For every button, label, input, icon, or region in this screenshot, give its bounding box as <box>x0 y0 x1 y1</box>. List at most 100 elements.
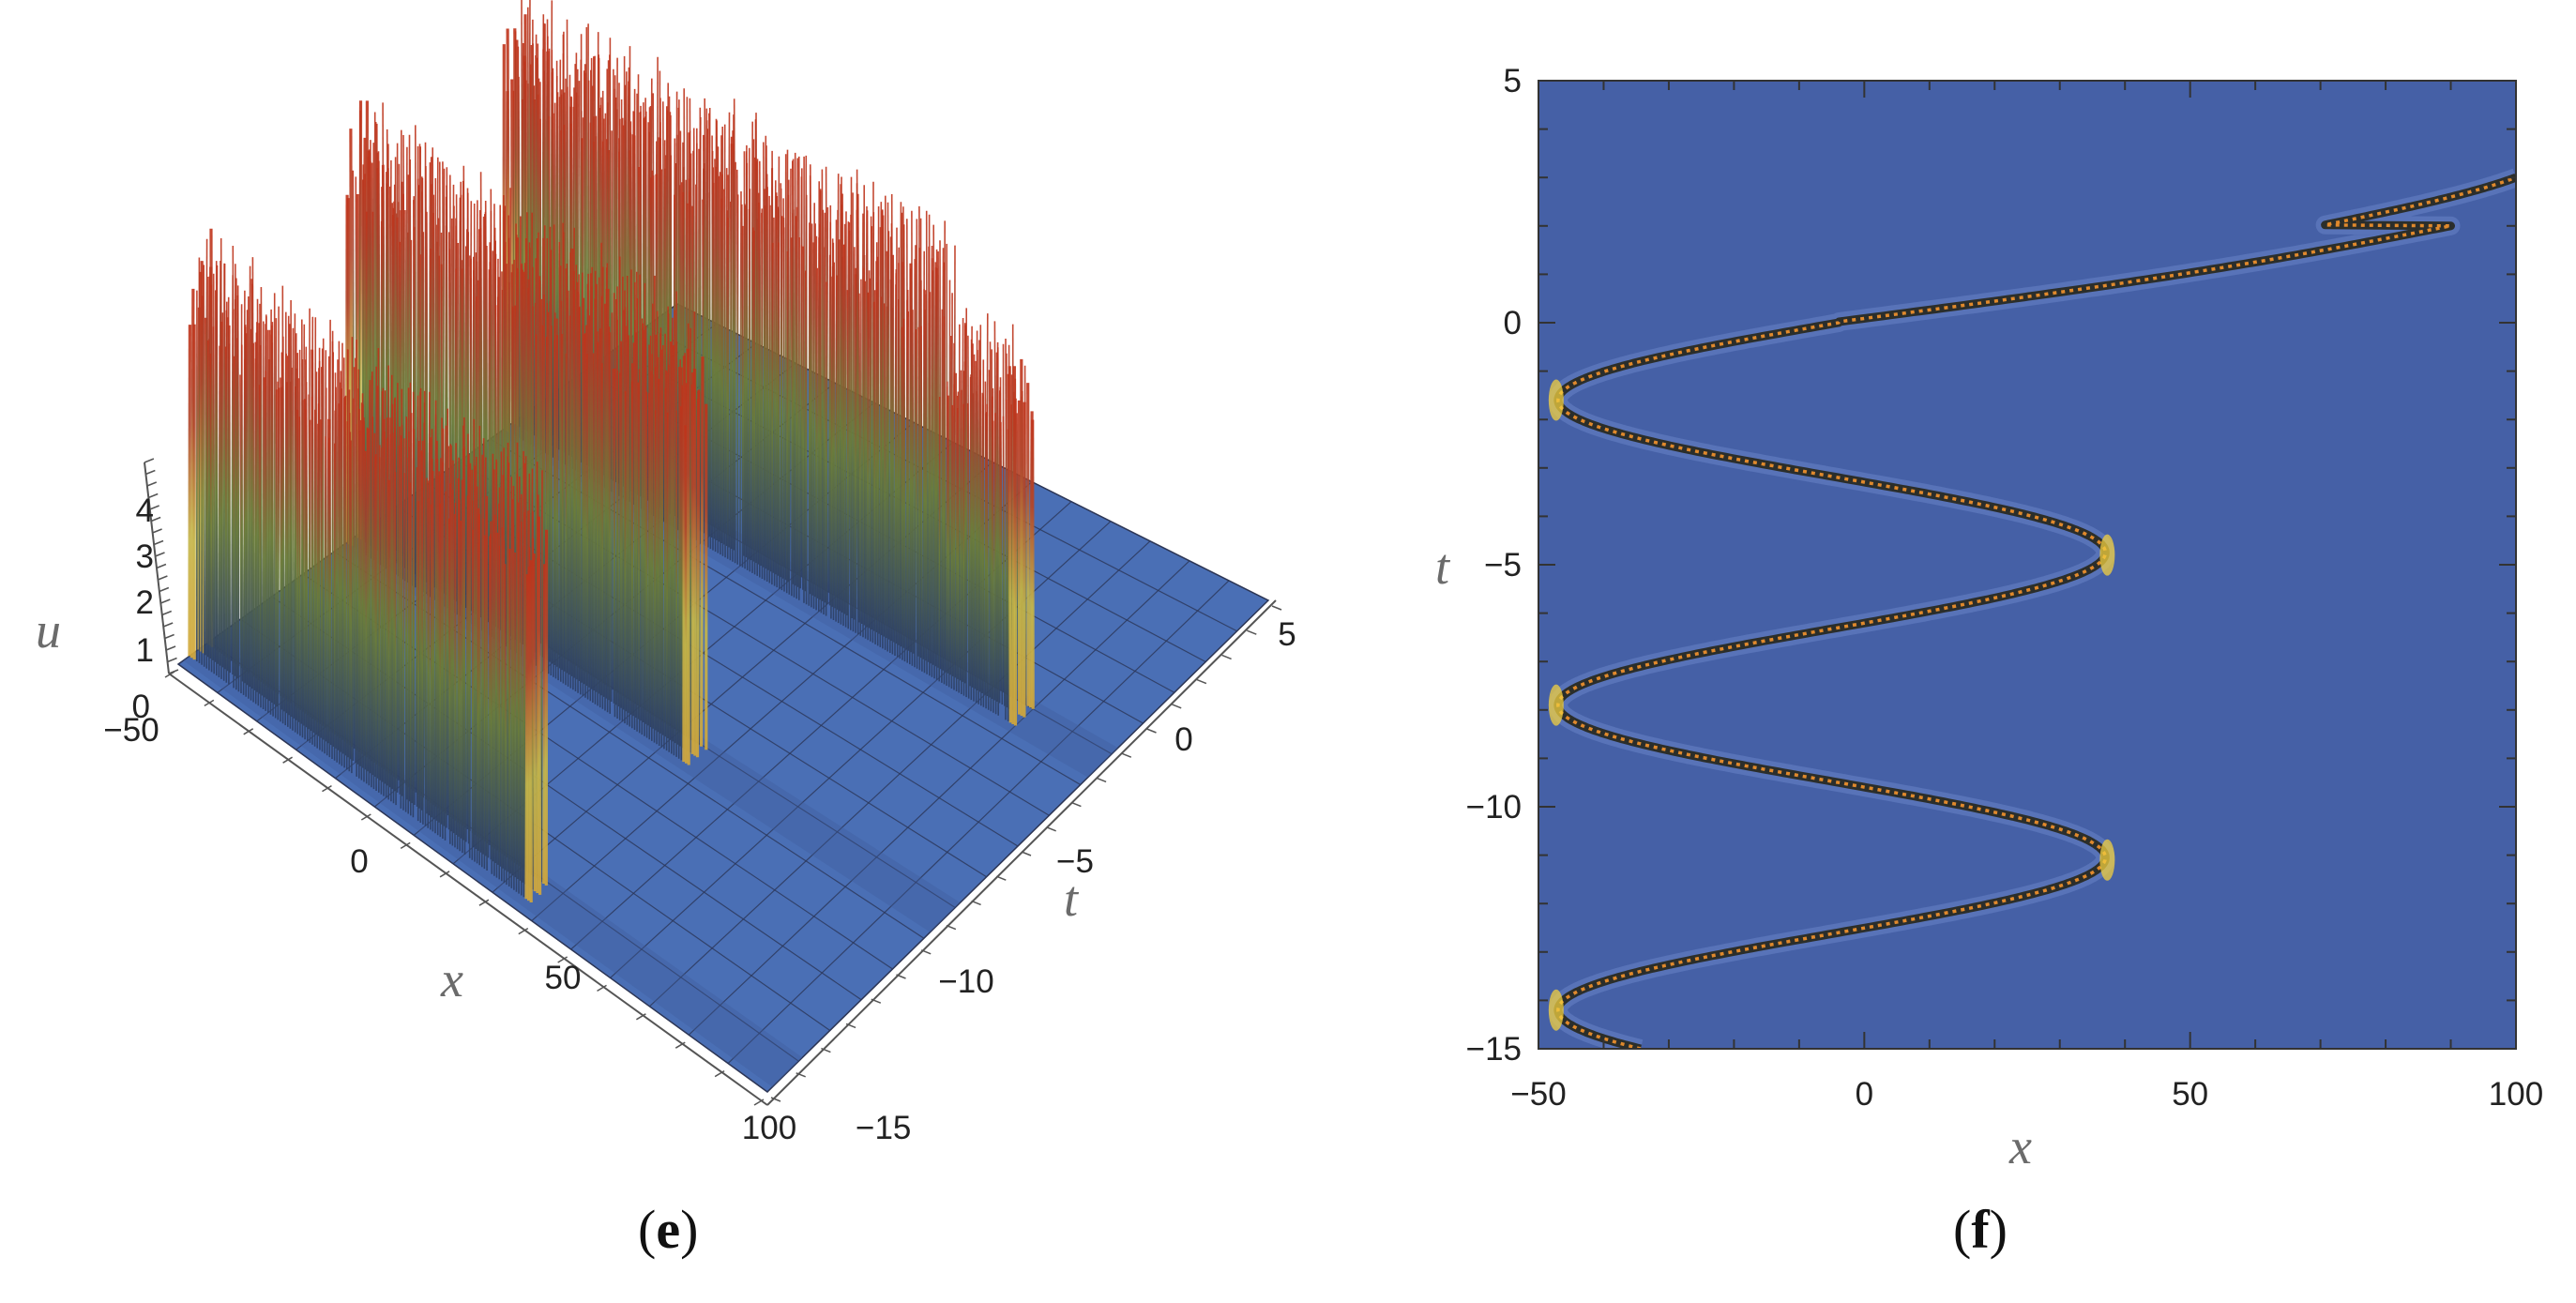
crest-spike <box>892 254 895 643</box>
crest-spike <box>753 230 756 575</box>
t-tick-3d <box>1046 826 1056 832</box>
x-tick-3d <box>478 899 490 906</box>
crest-spike <box>935 249 939 668</box>
crest-spike <box>504 241 508 647</box>
crest-spike <box>504 564 508 886</box>
crest-spike <box>463 447 466 856</box>
crest-spike <box>692 368 697 756</box>
crest-spike <box>602 303 606 697</box>
crest-spike <box>371 417 375 790</box>
t-tick-3d <box>821 1047 831 1053</box>
t-tick-3d <box>770 1097 781 1102</box>
crest-spike <box>977 349 979 705</box>
crest-spike <box>979 370 982 706</box>
crest-spike <box>553 340 555 677</box>
crest-spike <box>471 529 475 860</box>
y-tick-label: −10 <box>1466 789 1522 826</box>
crest-spike <box>632 111 635 506</box>
crest-spike <box>870 216 873 630</box>
crest-spike <box>699 107 702 544</box>
x-tick-3d <box>714 1069 725 1078</box>
crest-spike <box>751 227 754 573</box>
u-tick-3d <box>153 539 164 546</box>
crest-spike <box>653 410 657 743</box>
crest-spike <box>250 283 253 701</box>
crest-spike <box>342 398 345 754</box>
crest-spike <box>358 408 362 766</box>
crest-spike <box>626 326 629 725</box>
crest-spike <box>436 440 439 836</box>
crest-spike <box>216 265 219 676</box>
density-x-tick-labels: −50 0 50 100 <box>1510 1076 2543 1113</box>
crest-spike <box>850 214 854 619</box>
crest-spike <box>729 136 733 561</box>
crest-spike <box>271 322 274 717</box>
crest-spike <box>828 221 832 606</box>
t-tick-3d <box>1171 704 1182 709</box>
crest-spike <box>423 422 427 826</box>
crest-spike <box>487 269 491 623</box>
caption-f-open: ( <box>1953 1199 1971 1260</box>
crest-spike <box>290 299 293 718</box>
crest-spike <box>492 521 494 862</box>
crest-spike <box>819 254 823 614</box>
crest-spike <box>890 223 894 655</box>
crest-spike <box>787 194 791 595</box>
crest-spike <box>233 356 235 689</box>
t-tick-3d <box>1196 678 1207 685</box>
crest-spike <box>205 340 209 669</box>
crest-spike <box>871 212 875 644</box>
crest-spike <box>609 332 613 703</box>
crest-spike <box>334 372 337 749</box>
crest-spike <box>500 527 504 882</box>
x-tick-3d <box>282 756 293 764</box>
crest-spike <box>626 275 629 713</box>
crest-spike <box>320 419 324 752</box>
crest-spike <box>503 539 507 871</box>
crest-spike <box>895 273 899 658</box>
crest-spike <box>858 293 862 636</box>
crest-spike <box>670 317 674 754</box>
turning-point-glow <box>1548 989 1564 1031</box>
trajectory-highlight <box>1556 175 2516 1049</box>
crest-spike <box>218 345 220 678</box>
crest-spike <box>804 270 808 605</box>
crest-spike <box>447 518 451 844</box>
u-tick-3d <box>160 598 171 604</box>
crest-spike <box>203 265 205 667</box>
u-tick-3d <box>162 622 174 628</box>
crest-spike <box>646 122 650 501</box>
surface-axes <box>144 458 1282 1106</box>
crest-spike <box>556 334 559 681</box>
crest-spike <box>898 263 902 659</box>
crest-spike <box>990 396 993 712</box>
caption-f: (f) <box>1953 1199 2008 1260</box>
u-tick-3d <box>156 563 167 569</box>
crest-spike <box>416 395 419 807</box>
crest-spike <box>846 290 850 629</box>
u-tick-3d <box>146 481 158 487</box>
crest-spike <box>542 564 547 885</box>
crest-spike <box>882 215 886 637</box>
crest-spike <box>830 276 833 619</box>
crest-spike <box>712 182 716 539</box>
crest-spike <box>811 223 814 596</box>
t-tick-3d <box>796 1072 806 1078</box>
t-tick-3d <box>896 974 906 979</box>
x-tick-label: 50 <box>2172 1076 2208 1113</box>
crest-spike <box>532 553 537 892</box>
crest-spike <box>432 471 435 820</box>
crest-spike <box>288 324 292 729</box>
crest-spike <box>868 270 871 642</box>
caption-e: (e) <box>638 1199 698 1260</box>
crest-spike <box>860 213 864 625</box>
u-tick-3d <box>158 575 168 581</box>
u-tick-3d <box>168 669 179 674</box>
t-tick-label-3d: −10 <box>938 963 993 1000</box>
crest-spike <box>814 235 818 598</box>
crest-spike <box>297 378 300 722</box>
crest-spike <box>345 421 349 770</box>
crest-spike <box>308 308 311 730</box>
crest-spike <box>512 485 515 890</box>
